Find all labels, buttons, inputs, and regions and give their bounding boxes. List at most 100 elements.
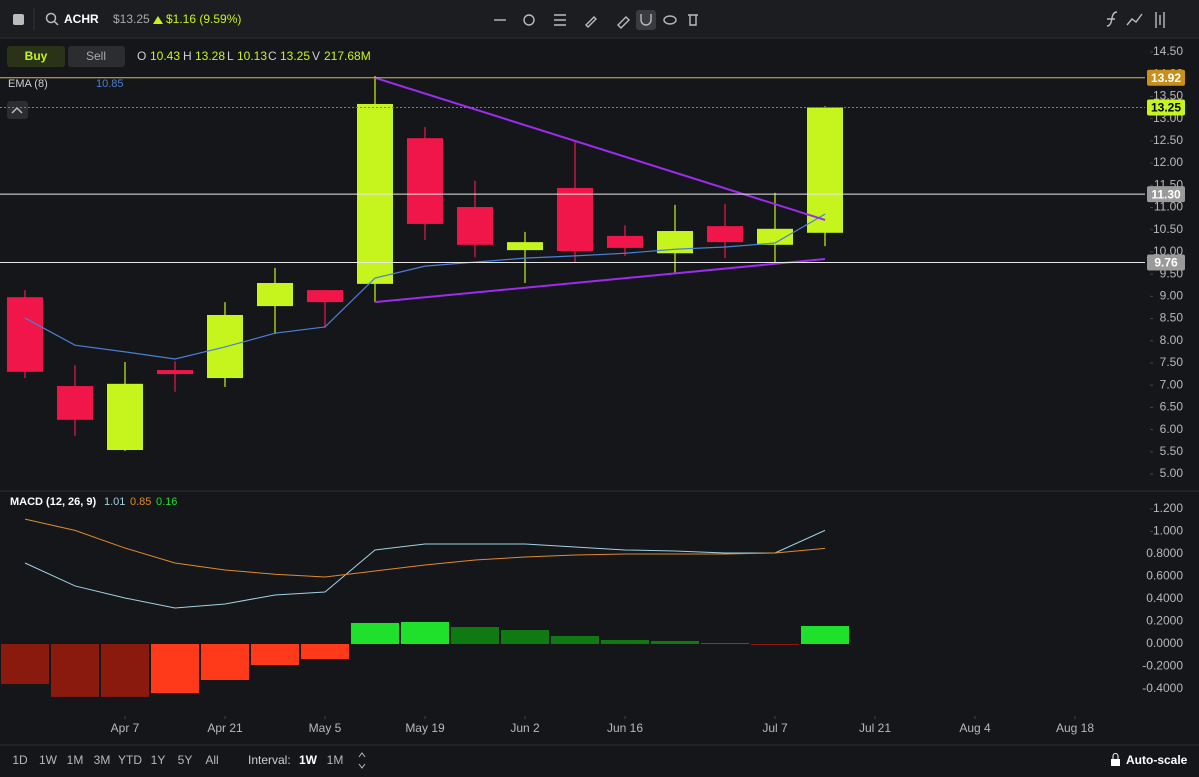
range-button[interactable]: All — [205, 753, 218, 767]
range-button[interactable]: 5Y — [178, 753, 193, 767]
candle-body — [807, 107, 843, 233]
menu-icon[interactable] — [13, 14, 24, 25]
x-tick-label: May 19 — [405, 721, 445, 735]
y-tick-label: 5.00 — [1160, 466, 1184, 480]
buy-label[interactable]: Buy — [25, 49, 48, 63]
y-tick-label: 7.50 — [1160, 355, 1184, 369]
v-value: 217.68M — [324, 49, 371, 63]
l-value: 10.13 — [237, 49, 267, 63]
y-tick-label: 1.000 — [1153, 524, 1183, 538]
candle-body — [507, 242, 543, 251]
x-tick-label: Apr 7 — [111, 721, 140, 735]
tool-ellipse[interactable] — [523, 14, 535, 26]
o-value: 10.43 — [150, 49, 180, 63]
candle-body — [57, 386, 93, 420]
x-tick-label: May 5 — [309, 721, 342, 735]
histogram-value: 0.16 — [156, 496, 177, 508]
price-badge — [1147, 186, 1185, 203]
collapse-button[interactable] — [7, 101, 28, 119]
y-tick-label: 0.2000 — [1146, 614, 1183, 628]
tool-pencil[interactable] — [617, 16, 630, 29]
y-tick-label: 7.00 — [1160, 377, 1184, 391]
histogram-bar — [101, 644, 149, 697]
histogram-bar — [501, 630, 549, 645]
trend-line[interactable] — [374, 76, 826, 221]
sell-label[interactable]: Sell — [86, 49, 106, 63]
histogram-bar — [51, 644, 99, 697]
y-tick-label: 8.00 — [1160, 333, 1184, 347]
ema-label: EMA (8) — [8, 78, 48, 90]
sell-button[interactable] — [68, 46, 125, 67]
y-tick-label: 10.50 — [1153, 222, 1183, 236]
last-price: $13.25 — [113, 12, 150, 26]
tool-fib[interactable] — [554, 14, 566, 26]
symbol[interactable]: ACHR — [64, 12, 99, 26]
histogram-bar — [351, 622, 399, 645]
x-tick-label: Jun 16 — [607, 721, 643, 735]
histogram-bar — [751, 644, 799, 646]
buy-button[interactable] — [7, 46, 65, 67]
interval-toggle[interactable] — [358, 752, 366, 769]
price-badge-label: 11.30 — [1151, 187, 1181, 201]
price-badge-label: 9.76 — [1154, 256, 1178, 270]
trend-line[interactable] — [374, 258, 826, 304]
histogram-bar — [651, 640, 699, 645]
tool-magnet-bg[interactable] — [636, 10, 656, 30]
range-button[interactable]: 1D — [12, 753, 28, 767]
macd-line — [24, 518, 826, 578]
search-icon[interactable] — [45, 12, 57, 24]
y-tick-label: 9.00 — [1160, 288, 1184, 302]
candle-body — [707, 226, 743, 243]
range-button[interactable]: 1Y — [151, 753, 166, 767]
tool-visibility[interactable] — [663, 15, 677, 25]
interval-button[interactable]: 1W — [299, 753, 318, 767]
y-tick-label: 0.6000 — [1146, 569, 1183, 583]
y-tick-label: 11.00 — [1154, 200, 1183, 214]
candle-body — [107, 383, 143, 451]
price-badge — [1147, 254, 1185, 271]
macd-value: 1.01 — [104, 496, 125, 508]
macd-line — [24, 529, 826, 609]
chart-type-icon[interactable] — [1155, 12, 1165, 28]
range-button[interactable]: 3M — [94, 753, 111, 767]
interval-button[interactable]: 1M — [327, 753, 344, 767]
y-tick-label: 6.50 — [1160, 400, 1184, 414]
c-label: C — [268, 49, 277, 63]
o-label: O — [137, 49, 146, 63]
histogram-bar — [601, 639, 649, 645]
v-label: V — [312, 49, 320, 63]
price-badge — [1147, 69, 1185, 86]
range-button[interactable]: 1M — [67, 753, 84, 767]
x-tick-label: Apr 21 — [207, 721, 243, 735]
y-tick-label: -0.2000 — [1142, 659, 1183, 673]
h-value: 13.28 — [195, 49, 225, 63]
autoscale[interactable]: Auto-scale — [1126, 753, 1188, 767]
range-button[interactable]: YTD — [118, 753, 142, 767]
y-tick-label: 13.50 — [1153, 89, 1183, 103]
candle-body — [557, 187, 593, 252]
h-label: H — [183, 49, 192, 63]
tool-delete[interactable] — [688, 14, 698, 26]
histogram-bar — [701, 643, 749, 645]
c-value: 13.25 — [280, 49, 310, 63]
y-tick-label: -0.4000 — [1142, 681, 1183, 695]
price-badge — [1147, 99, 1185, 116]
tool-brush[interactable] — [585, 16, 597, 28]
candle-body — [757, 228, 793, 245]
y-tick-label: 12.50 — [1153, 133, 1183, 147]
compare-icon[interactable] — [1126, 13, 1143, 26]
y-tick-label: 12.00 — [1153, 155, 1183, 169]
indicator-icon[interactable] — [1106, 11, 1118, 27]
candle-body — [607, 235, 643, 248]
range-button[interactable]: 1W — [39, 753, 58, 767]
histogram-bar — [151, 644, 199, 694]
interval-label: Interval: — [248, 753, 291, 767]
y-tick-label: 14.50 — [1153, 44, 1183, 58]
candle-body — [457, 207, 493, 245]
histogram-bar — [401, 621, 449, 645]
y-tick-label: 1.200 — [1153, 501, 1183, 515]
y-tick-label: 6.00 — [1160, 422, 1184, 436]
x-tick-label: Jul 21 — [859, 721, 891, 735]
